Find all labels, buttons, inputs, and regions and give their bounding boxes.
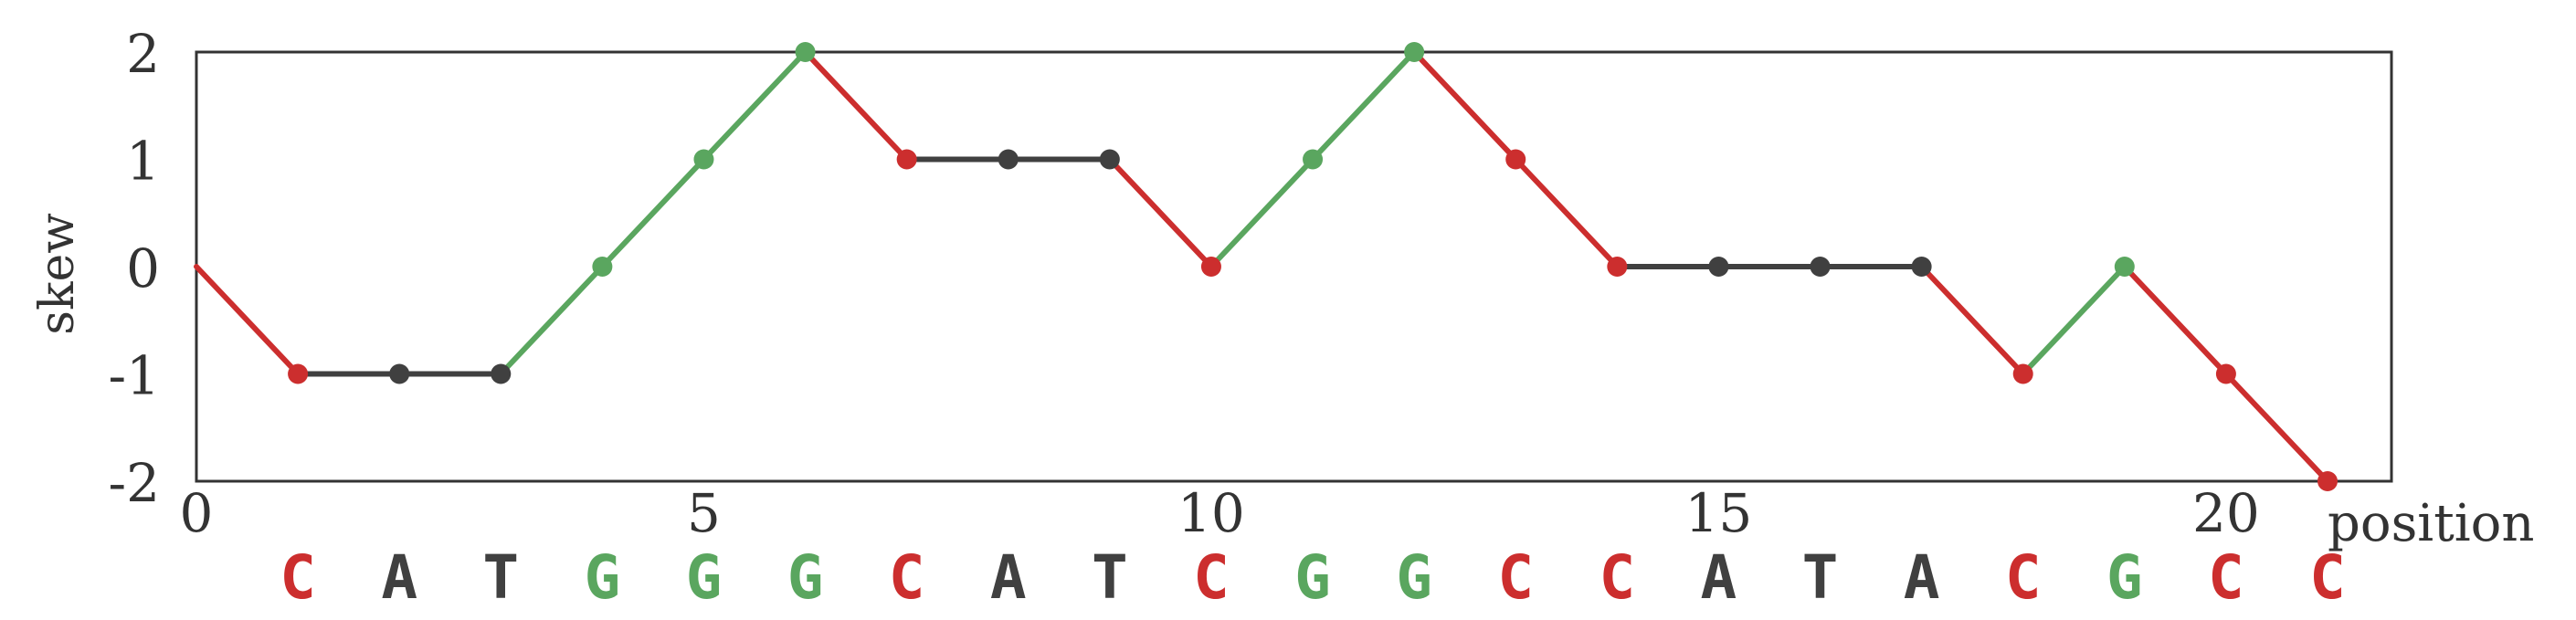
base-letter: C [280, 542, 316, 613]
skew-point [795, 42, 816, 62]
x-axis-ticks: 0 5 10 15 20 [180, 482, 2260, 544]
skew-point [288, 363, 309, 384]
skew-point [1505, 149, 1526, 170]
skew-line-segments [194, 49, 2330, 484]
y-tick-label: -2 [109, 452, 161, 514]
base-letter: A [1904, 542, 1940, 613]
skew-segment [194, 264, 301, 377]
skew-point [1200, 257, 1221, 277]
skew-point [1810, 257, 1831, 277]
y-tick-label: 0 [126, 237, 160, 299]
skew-segment [498, 264, 606, 377]
base-letter: C [2208, 542, 2244, 613]
base-letter: C [1599, 542, 1635, 613]
plot-frame [195, 50, 2393, 483]
base-letter: A [1701, 542, 1737, 613]
base-letter: C [2309, 542, 2346, 613]
x-tick-label: 20 [2192, 482, 2260, 544]
skew-point [1708, 257, 1729, 277]
base-letter: T [1802, 542, 1839, 613]
base-letter: C [1193, 542, 1230, 613]
skew-point [2215, 363, 2236, 384]
skew-segment [1106, 156, 1214, 269]
base-letter: C [1497, 542, 1534, 613]
y-axis-ticks: 2 1 0 -1 -2 [109, 23, 161, 514]
skew-segment [1310, 49, 1418, 163]
skew-segment [1411, 49, 1519, 163]
skew-point [2317, 471, 2338, 491]
skew-point [389, 363, 410, 384]
skew-segment [1513, 156, 1621, 269]
x-tick-label: 0 [180, 482, 214, 544]
skew-segment [701, 49, 808, 163]
base-letter: G [686, 542, 723, 613]
base-letter: T [482, 542, 519, 613]
y-tick-label: -1 [109, 345, 161, 407]
skew-point [1607, 257, 1628, 277]
x-axis-title: position [2328, 494, 2534, 553]
skew-segment [1918, 264, 2026, 377]
y-tick-label: 2 [126, 23, 160, 85]
skew-segment [2020, 264, 2127, 377]
base-letter: G [2106, 542, 2143, 613]
base-letter: T [1092, 542, 1128, 613]
skew-segment [802, 49, 910, 163]
y-axis-title: skew [30, 213, 85, 334]
base-letter: A [990, 542, 1027, 613]
base-letter: C [2005, 542, 2042, 613]
skew-point [896, 149, 917, 170]
skew-segment [599, 156, 707, 269]
x-tick-label: 10 [1177, 482, 1245, 544]
skew-point [693, 149, 714, 170]
base-letter: G [1396, 542, 1432, 613]
base-letter: A [381, 542, 417, 613]
skew-point [1303, 149, 1324, 170]
skew-segment [1208, 156, 1316, 269]
base-letter: G [787, 542, 824, 613]
skew-point [592, 257, 613, 277]
skew-point [1099, 149, 1120, 170]
skew-point [2012, 363, 2033, 384]
skew-segment [2222, 371, 2330, 484]
base-letter: C [889, 542, 925, 613]
skew-point [1404, 42, 1425, 62]
skew-segment [2121, 264, 2229, 377]
skew-point [491, 363, 512, 384]
x-tick-label: 5 [687, 482, 721, 544]
skew-point [1911, 257, 1932, 277]
base-letter: G [1294, 542, 1331, 613]
skew-point [2114, 257, 2135, 277]
y-tick-label: 1 [126, 131, 160, 193]
skew-points [288, 42, 2338, 491]
base-letter: G [585, 542, 621, 613]
skew-point [998, 149, 1019, 170]
x-tick-label: 15 [1685, 482, 1753, 544]
